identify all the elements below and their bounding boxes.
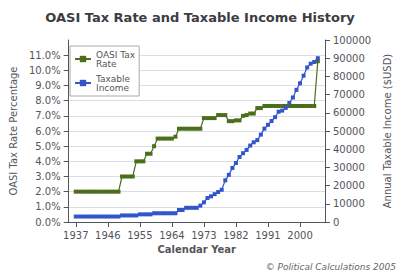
svg-text:4.0%: 4.0% [35, 156, 60, 167]
svg-text:3.0%: 3.0% [35, 171, 60, 182]
svg-text:10000: 10000 [333, 198, 365, 209]
svg-text:Rate: Rate [96, 59, 117, 69]
svg-text:8.0%: 8.0% [35, 95, 60, 106]
svg-text:60000: 60000 [333, 107, 365, 118]
svg-text:© Political Calculations 2005: © Political Calculations 2005 [266, 262, 397, 272]
svg-text:11.0%: 11.0% [29, 50, 61, 61]
svg-text:OASI Tax Rate Percentage: OASI Tax Rate Percentage [8, 66, 19, 195]
svg-text:1.0%: 1.0% [35, 201, 60, 212]
svg-text:5.0%: 5.0% [35, 141, 60, 152]
svg-text:90000: 90000 [333, 53, 365, 64]
svg-text:50000: 50000 [333, 126, 365, 137]
svg-text:Annual Taxable Income ($USD): Annual Taxable Income ($USD) [382, 54, 393, 209]
svg-text:1991: 1991 [255, 230, 280, 241]
svg-text:1973: 1973 [191, 230, 216, 241]
svg-text:40000: 40000 [333, 144, 365, 155]
svg-text:6.0%: 6.0% [35, 126, 60, 137]
svg-text:1946: 1946 [95, 230, 120, 241]
svg-text:Taxable: Taxable [96, 73, 131, 84]
svg-text:OASI Tax: OASI Tax [96, 49, 136, 60]
svg-text:10.0%: 10.0% [29, 65, 61, 76]
svg-text:2.0%: 2.0% [35, 186, 60, 197]
svg-text:1955: 1955 [127, 230, 152, 241]
svg-text:1982: 1982 [223, 230, 248, 241]
svg-text:0.0%: 0.0% [35, 217, 60, 228]
svg-text:1937: 1937 [63, 230, 88, 241]
svg-text:70000: 70000 [333, 89, 365, 100]
svg-text:80000: 80000 [333, 71, 365, 82]
svg-text:7.0%: 7.0% [35, 110, 60, 121]
svg-text:9.0%: 9.0% [35, 80, 60, 91]
svg-text:0: 0 [333, 217, 339, 228]
svg-text:2000: 2000 [287, 230, 312, 241]
svg-text:OASI Tax Rate and Taxable Inco: OASI Tax Rate and Taxable Income History [45, 10, 355, 25]
svg-text:Calendar Year: Calendar Year [158, 244, 237, 255]
svg-text:Income: Income [96, 83, 130, 93]
svg-text:100000: 100000 [333, 35, 371, 46]
svg-text:30000: 30000 [333, 162, 365, 173]
svg-text:1964: 1964 [159, 230, 184, 241]
svg-text:20000: 20000 [333, 180, 365, 191]
